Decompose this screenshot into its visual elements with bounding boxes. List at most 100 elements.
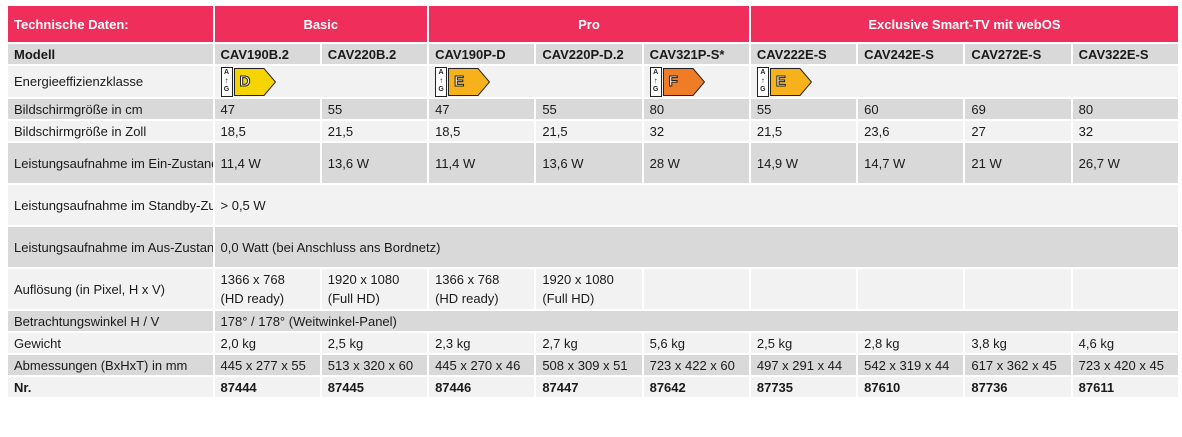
model-row: Modell CAV190B.2 CAV220B.2 CAV190P-D CAV… [8, 44, 1178, 64]
value-cell: 21 W [965, 143, 1071, 183]
value-cell: 1366 x 768 (HD ready) [429, 269, 535, 309]
row-power-standby: Leistungsaufnahme im Standby-Zustand > 0… [8, 185, 1178, 225]
energy-scale-icon: A ↑ G [756, 66, 769, 97]
value-cell: 26,7 W [1072, 143, 1178, 183]
value-cell: 1366 x 768 (HD ready) [214, 269, 320, 309]
value-cell: 87736 [965, 377, 1071, 397]
model-name: CAV272E-S [965, 44, 1071, 64]
value-cell: 11,4 W [214, 143, 320, 183]
row-resolution: Auflösung (in Pixel, H x V) 1366 x 768 (H… [8, 269, 1178, 309]
model-name: CAV222E-S [750, 44, 857, 64]
row-size-zoll: Bildschirmgröße in Zoll 18,5 21,5 18,5 21,5 3… [8, 121, 1178, 141]
row-label: Leistungsaufnahme im Aus-Zustand [8, 227, 213, 267]
value-cell: 508 x 309 x 51 [536, 355, 642, 375]
energy-class-letter: D [239, 72, 251, 90]
row-label: Betrachtungswinkel H / V [8, 311, 213, 331]
value-cell: 87642 [643, 377, 749, 397]
value-cell: 18,5 [214, 121, 320, 141]
resolution-line: 1920 x 1080 [542, 272, 614, 287]
value-cell: 1920 x 1080 (Full HD) [536, 269, 642, 309]
value-cell: 27 [965, 121, 1071, 141]
value-cell: 2,5 kg [321, 333, 428, 353]
energy-cell-exclusive: A ↑ G E [750, 66, 1178, 97]
value-cell: 14,9 W [750, 143, 857, 183]
resolution-line: (HD ready) [220, 291, 285, 306]
value-cell: 5,6 kg [643, 333, 749, 353]
row-size-cm: Bildschirmgröße in cm 47 55 47 55 80 55 60 69 80 [8, 99, 1178, 119]
group-pro: Pro [429, 6, 749, 42]
model-name: CAV220B.2 [321, 44, 428, 64]
resolution-line: 1366 x 768 [220, 272, 285, 287]
value-cell [750, 269, 857, 309]
value-cell: 47 [429, 99, 535, 119]
value-cell: 513 x 320 x 60 [321, 355, 428, 375]
scale-top-letter: A [760, 68, 766, 76]
value-cell: 69 [965, 99, 1071, 119]
value-cell: 2,8 kg [858, 333, 964, 353]
energy-scale-icon: A ↑ G [435, 66, 448, 97]
value-cell: 32 [643, 121, 749, 141]
resolution-line: 1920 x 1080 [327, 272, 400, 287]
row-label: Modell [8, 44, 213, 64]
value-cell [1072, 269, 1178, 309]
value-cell: 723 x 422 x 60 [643, 355, 749, 375]
value-cell: 80 [643, 99, 749, 119]
value-cell: 21,5 [750, 121, 857, 141]
energy-cell-pro-32: A ↑ G F [643, 66, 749, 97]
scale-bottom-letter: G [223, 85, 230, 93]
value-cell: 87445 [321, 377, 428, 397]
value-cell: > 0,5 W [214, 185, 1178, 225]
energy-label-icon: A ↑ G E [435, 66, 493, 97]
model-name: CAV322E-S [1072, 44, 1178, 64]
scale-top-letter: A [653, 68, 659, 76]
row-weight: Gewicht 2,0 kg 2,5 kg 2,3 kg 2,7 kg 5,6 kg 2,5… [8, 333, 1178, 353]
energy-class-letter: E [775, 72, 786, 90]
scale-arrow: ↑ [439, 75, 444, 85]
energy-arrow-shape [233, 67, 276, 96]
row-label: Nr. [8, 377, 213, 397]
value-cell: 60 [858, 99, 964, 119]
value-cell: 87611 [1072, 377, 1178, 397]
row-label: Leistungsaufnahme im Ein-Zustand [8, 143, 213, 183]
row-power-on: Leistungsaufnahme im Ein-Zustand 11,4 W 13… [8, 143, 1178, 183]
model-name: CAV242E-S [858, 44, 964, 64]
model-name: CAV220P-D.2 [536, 44, 642, 64]
row-number: Nr. 87444 87445 87446 87447 87642 87735 87610 87… [8, 377, 1178, 397]
value-cell: 32 [1072, 121, 1178, 141]
value-cell: 0,0 Watt (bei Anschluss ans Bordnetz) [214, 227, 1178, 267]
value-cell: 2,7 kg [536, 333, 642, 353]
value-cell: 28 W [643, 143, 749, 183]
row-label: Bildschirmgröße in cm [8, 99, 213, 119]
energy-cell-pro-hd: A ↑ G E [429, 66, 642, 97]
energy-arrow-shape [662, 67, 705, 96]
energy-label-icon: A ↑ G F [649, 66, 708, 97]
scale-bottom-letter: G [760, 85, 766, 93]
row-label: Auflösung (in Pixel, H x V) [8, 269, 213, 309]
value-cell: 445 x 277 x 55 [214, 355, 320, 375]
scale-top-letter: A [438, 68, 444, 76]
value-cell [965, 269, 1071, 309]
value-cell: 21,5 [321, 121, 428, 141]
value-cell: 55 [321, 99, 428, 119]
energy-cell-basic: A ↑ G D [214, 66, 428, 97]
value-cell: 13,6 W [536, 143, 642, 183]
group-basic: Basic [214, 6, 428, 42]
row-label: Abmessungen (BxHxT) in mm [8, 355, 213, 375]
value-cell: 13,6 W [321, 143, 428, 183]
scale-bottom-letter: G [438, 85, 444, 93]
value-cell: 87735 [750, 377, 857, 397]
energy-label-icon: A ↑ G E [756, 66, 815, 97]
value-cell: 2,0 kg [214, 333, 320, 353]
value-cell: 18,5 [429, 121, 535, 141]
value-cell [858, 269, 964, 309]
energy-scale-icon: A ↑ G [220, 66, 233, 97]
energy-scale-icon: A ↑ G [649, 66, 662, 97]
value-cell: 11,4 W [429, 143, 535, 183]
value-cell: 21,5 [536, 121, 642, 141]
model-name: CAV190P-D [429, 44, 535, 64]
scale-top-letter: A [223, 68, 230, 76]
resolution-line: (Full HD) [327, 291, 380, 306]
spec-table: Technische Daten: Basic Pro Exclusive Sm… [6, 4, 1180, 399]
energy-class-letter: F [668, 72, 678, 90]
value-cell: 87447 [536, 377, 642, 397]
